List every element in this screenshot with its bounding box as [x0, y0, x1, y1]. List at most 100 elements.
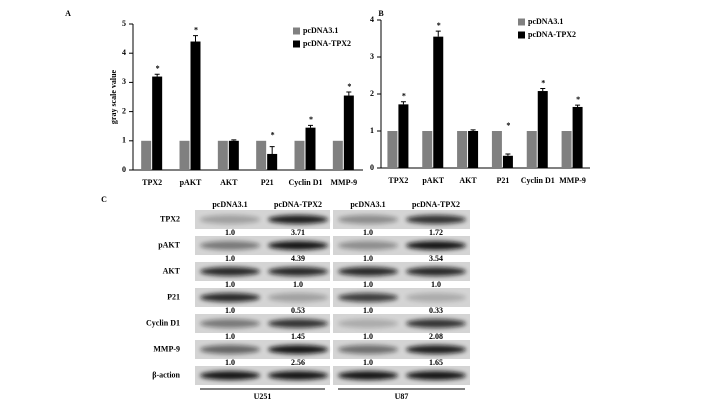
significance-marker: *: [402, 92, 406, 101]
row-label: pAKT: [158, 240, 180, 249]
blot-strip: [195, 236, 330, 255]
significance-marker: *: [541, 78, 545, 87]
y-tick-label: 1: [122, 136, 126, 145]
blot-strip: [333, 366, 470, 385]
bar: [305, 127, 316, 170]
band-ratio: 1.72: [429, 228, 443, 237]
x-tick-label: TPX2: [388, 176, 408, 185]
significance-marker: *: [271, 131, 275, 140]
x-tick-label: AKT: [459, 176, 477, 185]
band-ratio: 1.0: [225, 228, 235, 237]
significance-marker: *: [347, 82, 351, 91]
band-ratio: 1.45: [291, 332, 305, 341]
blot-band: [268, 319, 328, 328]
significance-marker: *: [309, 115, 313, 124]
bar: [217, 140, 228, 170]
bar: [572, 106, 583, 168]
blot-band: [406, 319, 466, 328]
blot-strip: [333, 210, 470, 229]
column-header: pcDNA3.1: [212, 200, 247, 209]
error-bar: [231, 139, 237, 141]
bar: [537, 91, 548, 168]
legend-label: pcDNA-TPX2: [303, 39, 351, 48]
error-bar: [400, 101, 406, 105]
x-tick-label: pAKT: [180, 178, 202, 187]
blot-strip: [195, 340, 330, 359]
error-bar: [193, 35, 198, 42]
blot-strip: [195, 366, 330, 385]
band-ratio: 0.33: [429, 306, 443, 315]
significance-marker: *: [576, 95, 580, 104]
x-tick-label: P21: [496, 176, 509, 185]
band-ratio: 1.0: [225, 332, 235, 341]
blot-band: [268, 345, 328, 354]
y-tick-label: 2: [122, 106, 126, 115]
blot-band: [200, 267, 260, 276]
blot-band: [338, 371, 398, 380]
bar: [433, 36, 444, 169]
blot-band: [338, 345, 398, 354]
y-tick-label: 2: [370, 89, 374, 98]
bar: [294, 140, 305, 170]
blot-strip: [195, 314, 330, 333]
bar: [343, 95, 354, 170]
significance-marker: *: [437, 21, 441, 30]
blot-band: [268, 293, 328, 302]
error-bar: [435, 30, 441, 37]
row-label: Cyclin D1: [146, 318, 180, 327]
band-ratio: 1.0: [363, 228, 373, 237]
significance-marker: *: [156, 64, 160, 73]
bar: [468, 131, 479, 168]
bar: [502, 155, 513, 168]
band-ratio: 1.0: [363, 332, 373, 341]
band-ratio: 4.39: [291, 254, 305, 263]
legend-label: pcDNA3.1: [528, 17, 563, 26]
band-ratio: 0.53: [291, 306, 305, 315]
blot-strip: [333, 314, 470, 333]
blot-band: [200, 319, 260, 328]
y-tick-label: 3: [370, 52, 374, 61]
y-axis-label: gray scale value: [109, 69, 118, 124]
band-ratio: 1.0: [363, 280, 373, 289]
error-bar: [154, 73, 160, 77]
blot-band: [406, 345, 466, 354]
blot-strip: [333, 236, 470, 255]
legend-swatch: [518, 18, 525, 26]
band-ratio: 1.0: [363, 254, 373, 263]
blot-band: [406, 371, 466, 380]
significance-marker: *: [194, 26, 198, 35]
band-ratio: 1.0: [363, 358, 373, 367]
y-tick-label: 0: [122, 165, 126, 174]
blot-strip: [195, 288, 330, 307]
blot-band: [268, 267, 328, 276]
x-tick-label: MMP-9: [559, 176, 586, 185]
bar: [491, 131, 502, 168]
panel-label: B: [378, 9, 384, 18]
blot-band: [268, 371, 328, 380]
blot-strip: [333, 288, 470, 307]
bar: [526, 131, 537, 168]
band-ratio: 3.71: [291, 228, 305, 237]
blot-band: [200, 371, 260, 380]
legend-label: pcDNA-TPX2: [528, 30, 576, 39]
y-tick-label: 0: [370, 163, 374, 172]
band-ratio: 1.0: [225, 358, 235, 367]
error-bar: [575, 104, 581, 107]
blot-strip: [195, 262, 330, 281]
y-tick-label: 1: [370, 126, 374, 135]
bar: [398, 104, 409, 168]
error-bar: [269, 146, 275, 154]
x-tick-label: Cyclin D1: [289, 178, 323, 187]
blot-strip: [333, 262, 470, 281]
band-ratio: 3.54: [429, 254, 443, 263]
bar: [190, 41, 201, 170]
band-ratio: 1.0: [225, 306, 235, 315]
bar: [141, 140, 152, 170]
bar: [179, 140, 190, 170]
bar: [561, 131, 572, 168]
band-ratio: 1.0: [225, 254, 235, 263]
x-tick-label: pAKT: [422, 176, 444, 185]
bar: [256, 140, 267, 170]
row-label: β-action: [152, 370, 180, 379]
